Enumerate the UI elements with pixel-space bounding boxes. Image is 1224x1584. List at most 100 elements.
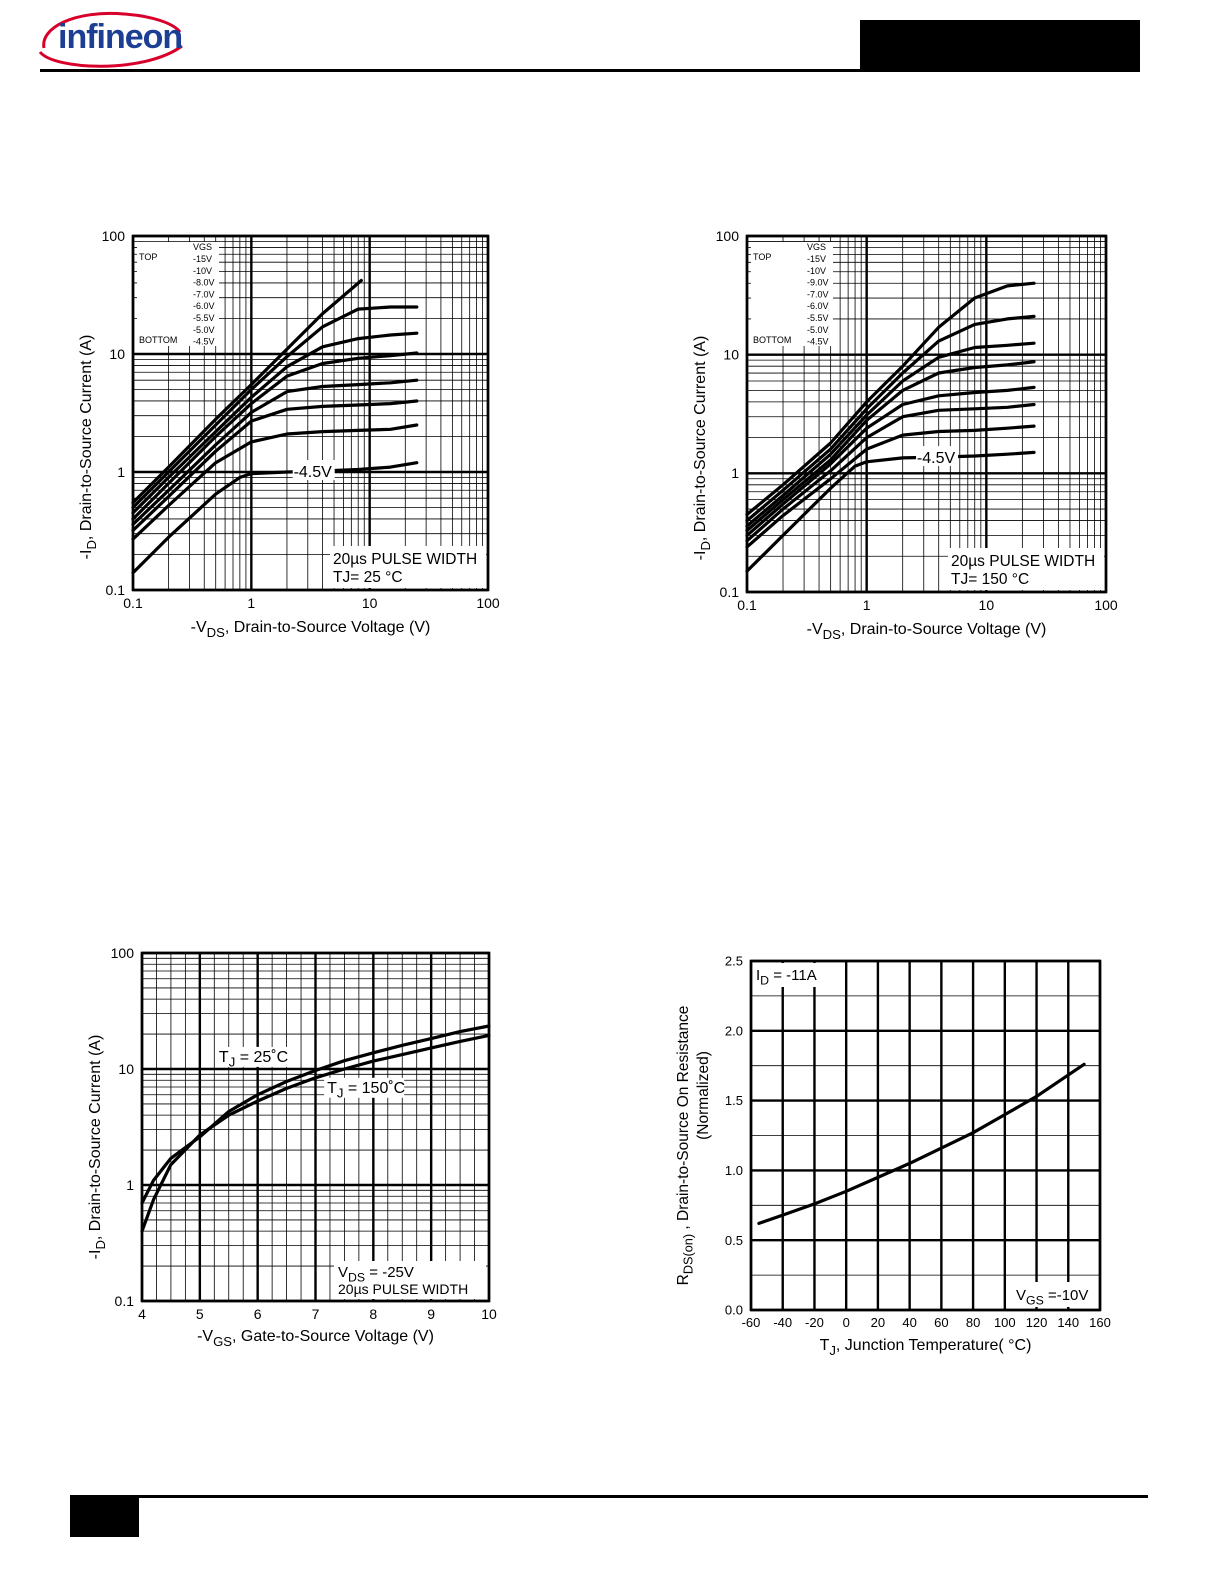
legend-entry: -10V [807, 266, 826, 276]
y-tick-label: 0.5 [725, 1233, 743, 1248]
y-axis-label-main: -I [87, 1250, 104, 1260]
tj25-label-rest: = 25˚C [235, 1049, 288, 1066]
y-axis-label-sub: D [84, 540, 99, 549]
legend-entry: -15V [193, 254, 212, 264]
x-tick-label: -40 [773, 1315, 792, 1330]
series-line [131, 399, 419, 533]
series-line [140, 1033, 491, 1233]
plot-frame [131, 234, 490, 592]
y-tick-label: 1 [117, 464, 125, 480]
x-axis-label: -VDS, Drain-to-Source Voltage (V) [191, 619, 431, 640]
y-tick-label: 100 [111, 945, 135, 961]
y-axis-label-rest: , Drain-to-Source Current (A) [87, 1035, 104, 1240]
x-axis-label: -VGS, Gate-to-Source Voltage (V) [197, 1328, 434, 1349]
series-line [745, 281, 1036, 517]
x-tick-label: 120 [1026, 1315, 1048, 1330]
x-axis-label: -VDS, Drain-to-Source Voltage (V) [807, 621, 1047, 642]
y-axis-label-main: -I [78, 550, 95, 560]
series-line [140, 1024, 491, 1205]
y-tick-label: 1 [126, 1177, 134, 1193]
x-axis-label-main: -V [807, 621, 823, 638]
plot-frame [140, 951, 491, 1303]
y-axis-label-rest: , Drain-to-Source On Resistance [675, 1006, 692, 1234]
vds-note-sub: DS [348, 1271, 365, 1285]
legend-entry: -6.0V [193, 301, 215, 311]
x-tick-label: -20 [805, 1315, 824, 1330]
x-tick-label: 0.1 [737, 597, 757, 613]
label-background [137, 242, 219, 346]
x-tick-label: 1 [247, 595, 255, 611]
y-axis-label: -ID, Drain-to-Source Current (A) [692, 336, 713, 561]
series-line [131, 351, 419, 521]
series-line [131, 331, 419, 515]
x-tick-label: 40 [902, 1315, 916, 1330]
y-axis-label: -ID, Drain-to-Source Current (A) [87, 1035, 108, 1260]
label-background [330, 546, 486, 588]
x-tick-label: 10 [979, 597, 995, 613]
x-axis-label-rest: , Drain-to-Source Voltage (V) [225, 619, 430, 636]
vgs-label-sub: GS [1026, 1294, 1044, 1308]
infineon-logo: infineon [34, 8, 184, 70]
x-tick-label: 100 [1094, 597, 1118, 613]
y-axis-label-normalized: (Normalized) [695, 1051, 712, 1140]
series-line [131, 423, 419, 541]
label-background [217, 1046, 294, 1067]
x-tick-label: 4 [138, 1306, 146, 1322]
id-label-sub: D [760, 974, 769, 988]
vgs-label: VGS =-10V [1016, 1287, 1088, 1308]
y-tick-label: 2.0 [725, 1023, 743, 1038]
x-axis-label-rest: , Junction Temperature( °C) [836, 1337, 1032, 1354]
tj150-label-main: T [327, 1080, 337, 1097]
vgs-label-main: V [1016, 1287, 1026, 1304]
label-background [292, 459, 335, 480]
junction-temp-note: TJ= 25 °C [333, 569, 403, 586]
x-tick-label: 5 [196, 1306, 204, 1322]
legend-entry: -15V [807, 254, 826, 264]
legend-entry: -5.0V [193, 325, 215, 335]
label-background [324, 1077, 405, 1098]
y-axis-label-main: -I [692, 551, 709, 561]
legend-entry: -6.0V [807, 301, 829, 311]
id-label-main: I [756, 967, 760, 984]
legend-bottom: BOTTOM [753, 335, 791, 345]
id-label: ID = -11A [756, 967, 817, 988]
x-axis-label-rest: , Drain-to-Source Voltage (V) [841, 621, 1046, 638]
legend-entry: -4.5V [807, 337, 829, 347]
grid [749, 959, 1102, 1312]
legend-top: TOP [139, 252, 157, 262]
tj25-label: TJ = 25˚C [219, 1049, 288, 1070]
label-background [753, 963, 845, 987]
series-line [131, 378, 419, 527]
series-line [745, 402, 1036, 543]
series-line [131, 305, 419, 510]
legend-entry: -7.0V [807, 289, 829, 299]
header-title-block [860, 20, 1140, 72]
series-line [745, 360, 1036, 533]
footer-page-block [70, 1495, 139, 1537]
footer-rule [70, 1495, 1148, 1498]
series-line [131, 461, 419, 575]
pulse-width-note: 20µs PULSE WIDTH [951, 553, 1095, 570]
label-background [1012, 1282, 1098, 1307]
y-tick-label: 1 [731, 465, 739, 481]
legend-bottom: BOTTOM [139, 335, 177, 345]
x-axis-label-sub: GS [213, 1334, 232, 1349]
legend-entry: -9.0V [807, 278, 829, 288]
x-axis-label: TJ, Junction Temperature( °C) [820, 1337, 1032, 1358]
x-tick-label: 10 [481, 1306, 497, 1322]
pulse-width-note: 20µs PULSE WIDTH [333, 551, 477, 568]
junction-temp-note: TJ= 150 °C [951, 571, 1029, 588]
y-tick-label: 1.0 [725, 1163, 743, 1178]
y-tick-label: 0.1 [106, 582, 126, 598]
y-tick-label: 10 [723, 347, 739, 363]
series-line [745, 385, 1036, 538]
tj150-label: TJ = 150˚C [327, 1080, 405, 1101]
legend-top: TOP [753, 252, 771, 262]
logo-text: infineon [58, 18, 183, 56]
label-background [948, 548, 1104, 590]
label-background [916, 446, 959, 467]
